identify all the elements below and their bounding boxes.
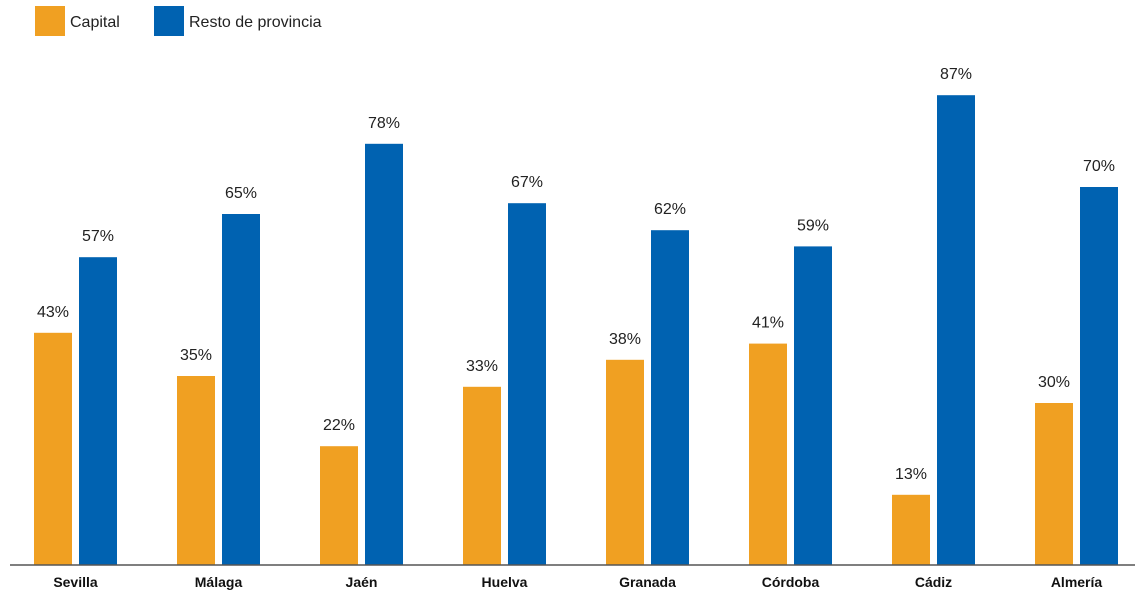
category-label-malaga: Málaga (195, 574, 243, 590)
bar-resto-de-provincia-malaga (222, 214, 260, 565)
value-label-resto-de-provincia-malaga: 65% (225, 185, 257, 202)
bars (34, 95, 1118, 566)
bar-capital-cadiz (892, 494, 930, 565)
value-label-resto-de-provincia-sevilla: 57% (82, 228, 114, 245)
bar-resto-de-provincia-cordoba (794, 246, 832, 565)
value-label-capital-malaga: 35% (180, 347, 212, 364)
bar-resto-de-provincia-granada (651, 230, 689, 565)
bar-capital-cordoba (749, 343, 787, 565)
legend-swatch-capital (35, 6, 65, 36)
value-label-capital-granada: 38% (609, 331, 641, 348)
legend-item-capital: Capital (35, 6, 120, 36)
bar-capital-malaga (177, 376, 215, 565)
category-label-cordoba: Córdoba (762, 574, 820, 590)
category-label-granada: Granada (619, 574, 676, 590)
category-label-sevilla: Sevilla (53, 574, 98, 590)
category-label-jaen: Jaén (346, 574, 378, 590)
bar-capital-sevilla (34, 332, 72, 565)
value-label-capital-almeria: 30% (1038, 374, 1070, 391)
value-label-capital-cordoba: 41% (752, 315, 784, 332)
legend-item-resto: Resto de provincia (154, 6, 322, 36)
value-labels: 43% 57% 35% 65% 22% 78% 33% 67% 38% 62% 41% 59% 13% 8… (37, 66, 1115, 483)
value-label-resto-de-provincia-cordoba: 59% (797, 217, 829, 234)
bar-resto-de-provincia-almeria (1080, 187, 1118, 565)
bar-resto-de-provincia-sevilla (79, 257, 117, 565)
category-labels: Sevilla Málaga Jaén Huelva Granada Córdoba Cád… (53, 574, 1102, 590)
category-label-cadiz: Cádiz (915, 574, 952, 590)
value-label-resto-de-provincia-almeria: 70% (1083, 158, 1115, 175)
bar-capital-granada (606, 359, 644, 565)
bar-capital-almeria (1035, 403, 1073, 565)
legend: Capital Resto de provincia (35, 6, 322, 36)
bar-resto-de-provincia-jaen (365, 143, 403, 566)
value-label-resto-de-provincia-jaen: 78% (368, 115, 400, 132)
value-label-resto-de-provincia-huelva: 67% (511, 174, 543, 191)
bar-capital-huelva (463, 386, 501, 565)
bar-resto-de-provincia-cadiz (937, 95, 975, 565)
value-label-resto-de-provincia-cadiz: 87% (940, 66, 972, 83)
value-label-capital-jaen: 22% (323, 417, 355, 434)
bar-capital-jaen (320, 446, 358, 565)
legend-swatch-resto-de-provincia (154, 6, 184, 36)
legend-label-capital: Capital (70, 14, 120, 31)
bar-resto-de-provincia-huelva (508, 203, 546, 565)
legend-label-resto-de-provincia: Resto de provincia (189, 14, 322, 31)
category-label-huelva: Huelva (482, 574, 528, 590)
value-label-resto-de-provincia-granada: 62% (654, 201, 686, 218)
value-label-capital-cadiz: 13% (895, 466, 927, 483)
value-label-capital-sevilla: 43% (37, 304, 69, 321)
category-label-almeria: Almería (1051, 574, 1103, 590)
value-label-capital-huelva: 33% (466, 358, 498, 375)
